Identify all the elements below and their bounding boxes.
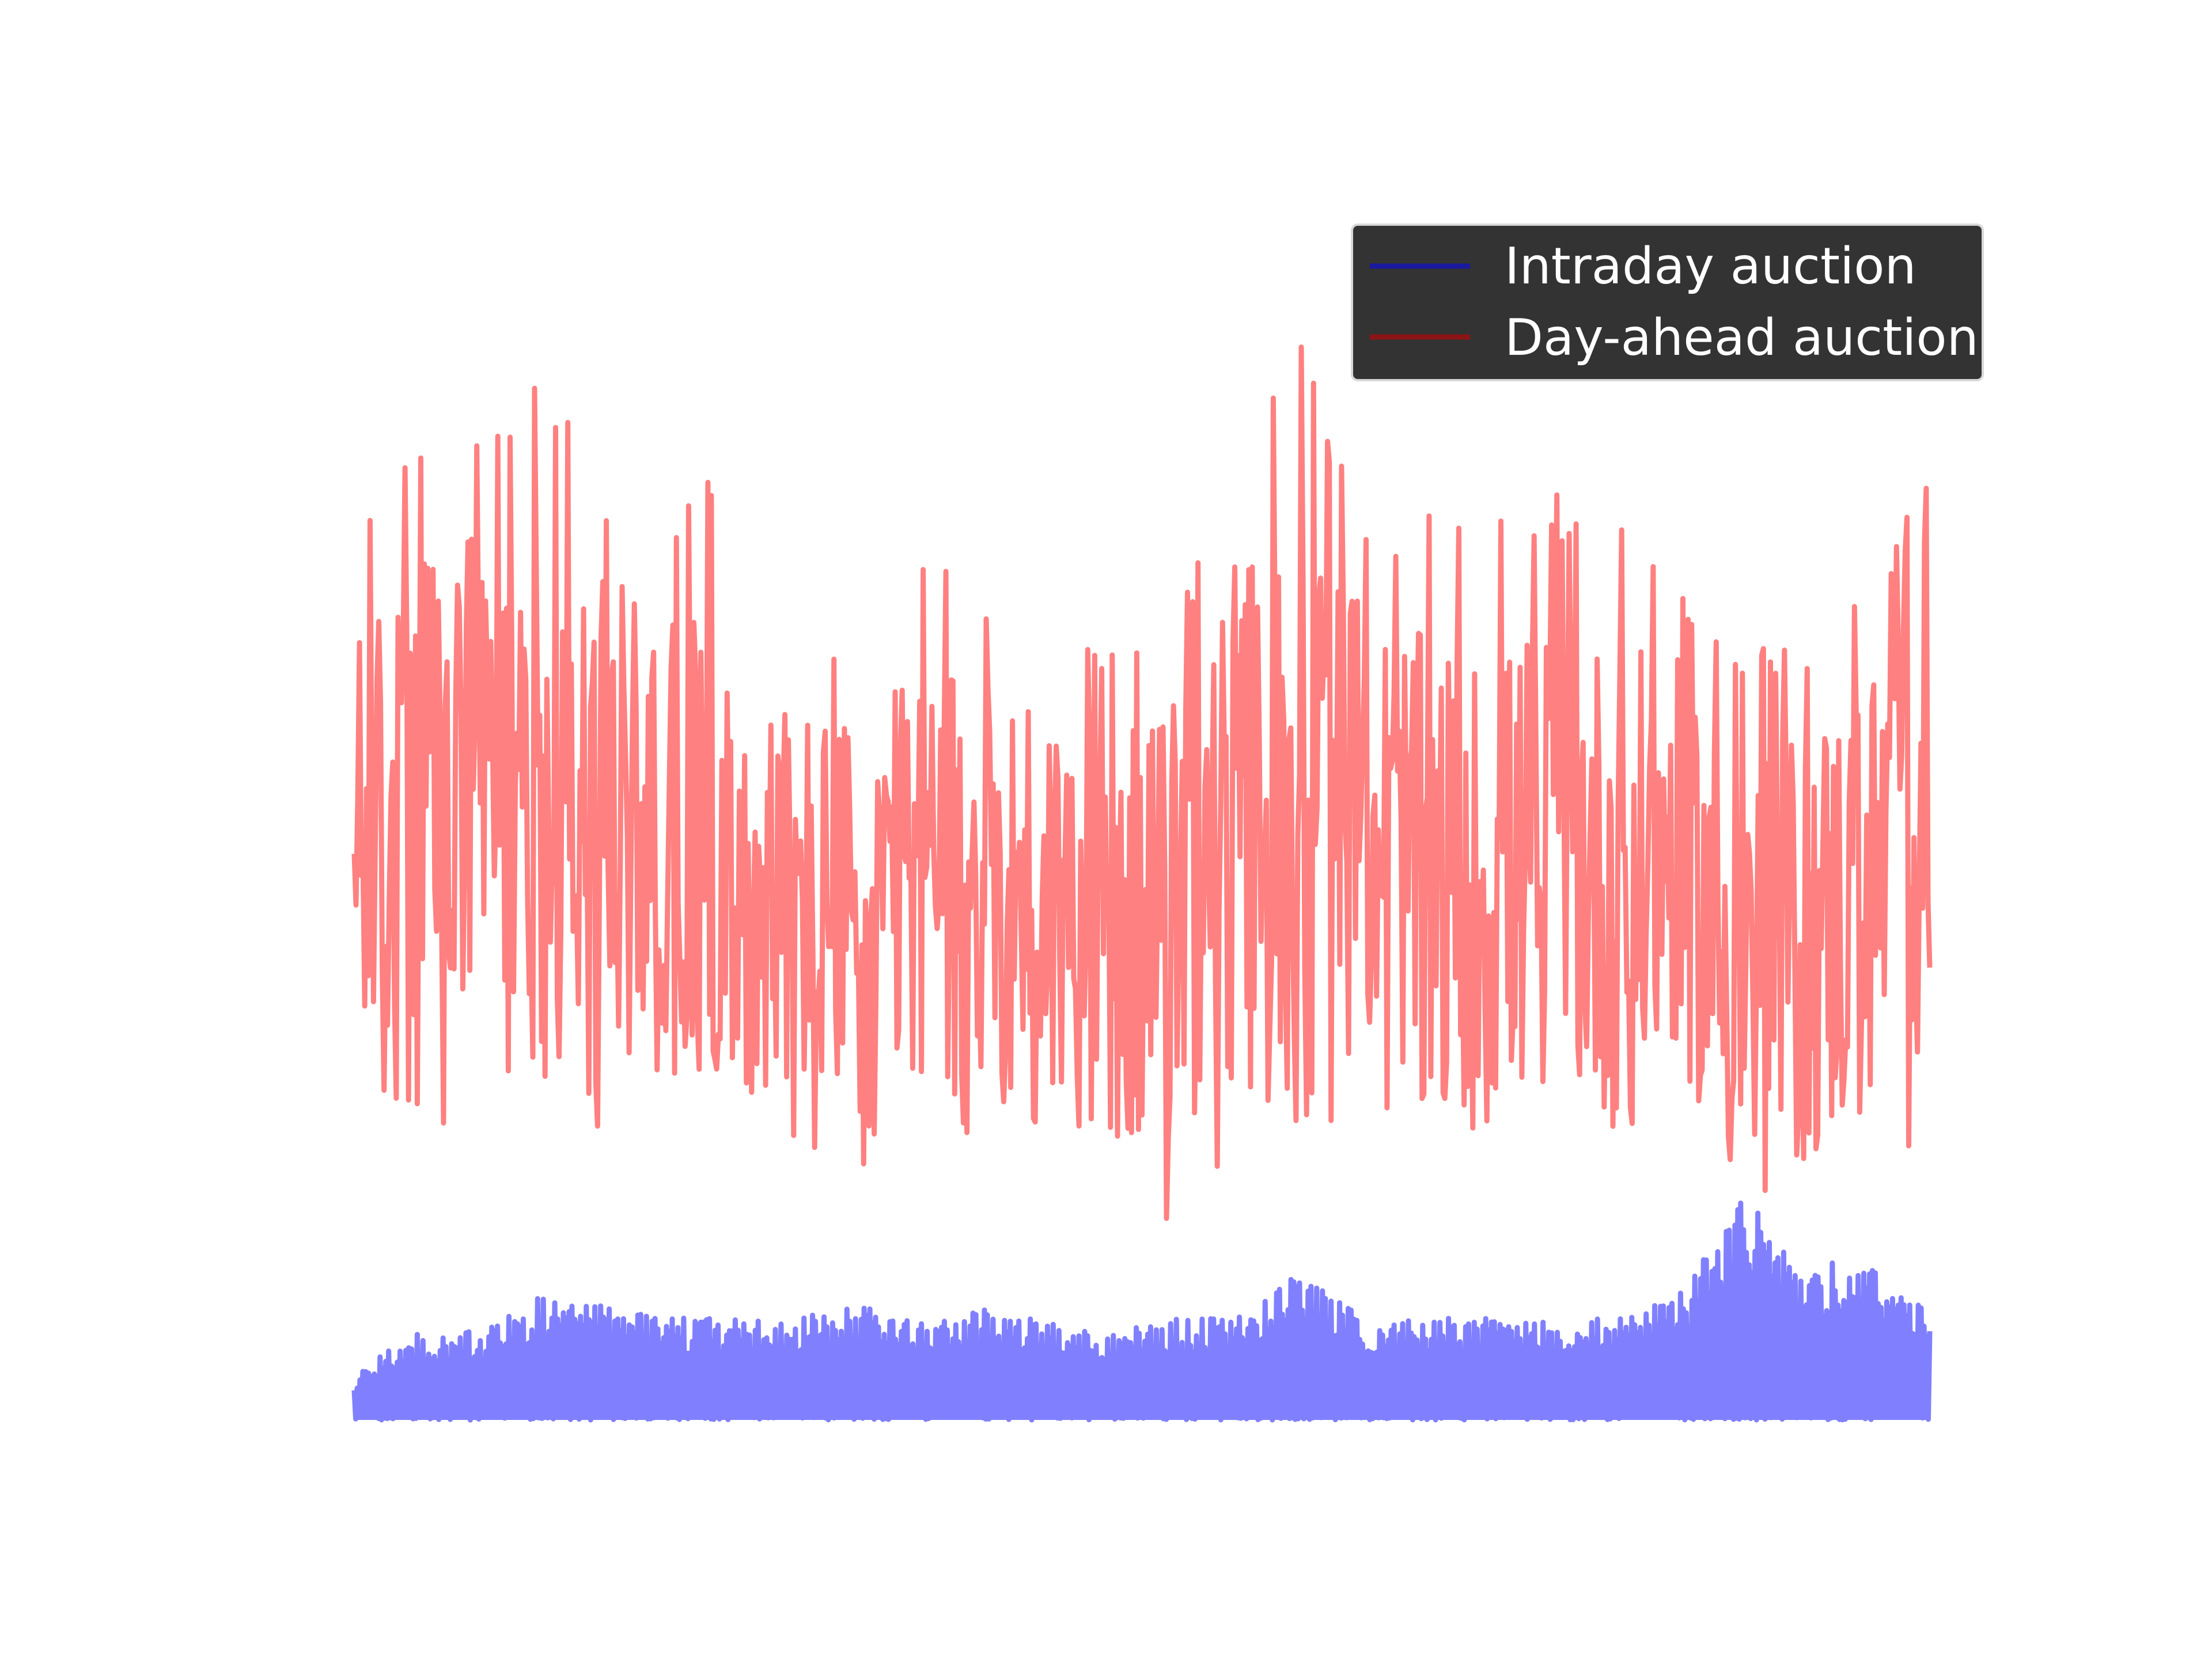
series-layer: [351, 344, 1933, 1423]
legend-label-day-ahead: Day-ahead auction: [1505, 308, 1979, 367]
legend-label-intraday: Intraday auction: [1505, 237, 1916, 296]
legend: Intraday auction Day-ahead auction: [1351, 224, 1984, 381]
series-intraday-line: [351, 1200, 1933, 1423]
series-day-ahead-line: [351, 344, 1933, 1221]
legend-box: [1351, 224, 1984, 381]
series-intraday-base: [354, 1403, 1930, 1420]
